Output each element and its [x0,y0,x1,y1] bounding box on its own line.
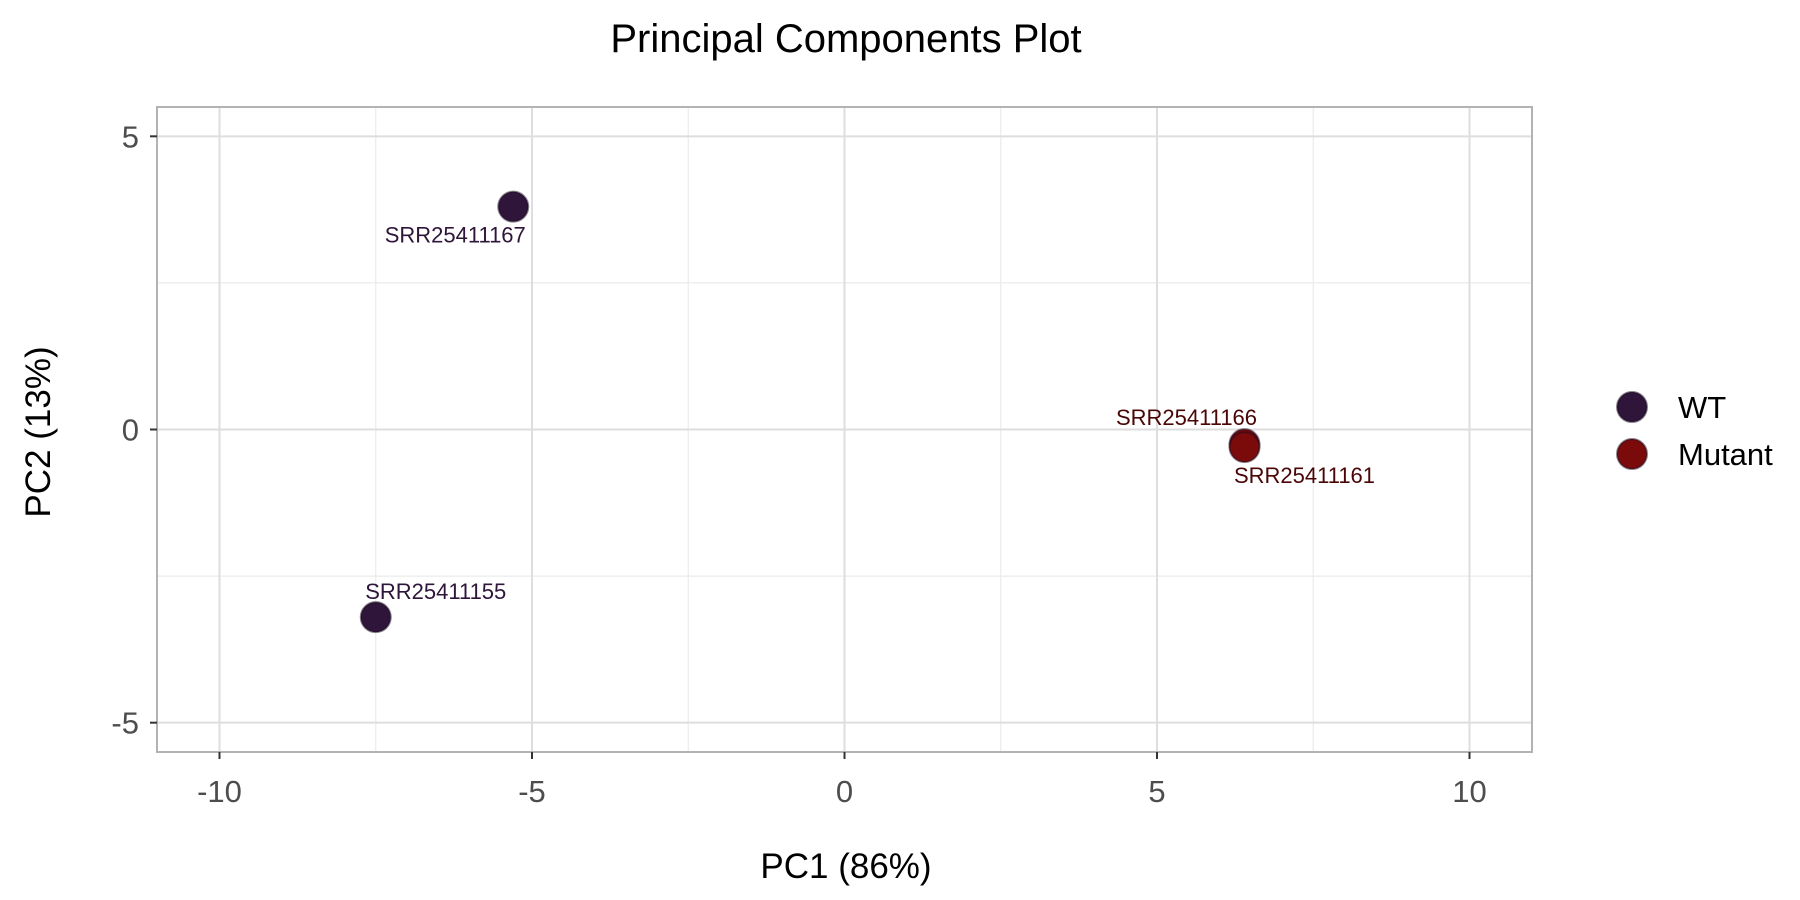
y-axis-title: PC2 (13%) [19,346,58,517]
legend-key [1616,391,1648,423]
x-tick-label: -10 [197,774,242,809]
legend-label: Mutant [1678,437,1773,472]
x-tick-label: 10 [1452,774,1486,809]
data-point [1228,431,1261,464]
x-tick-label: 0 [836,774,853,809]
data-point [497,190,530,223]
chart-title: Principal Components Plot [610,17,1081,61]
x-tick-label: -5 [518,774,546,809]
point-label: SRR25411167 [385,223,526,248]
y-tick-label: -5 [111,706,139,741]
point-label: SRR25411161 [1234,463,1375,488]
x-tick-label: 5 [1148,774,1165,809]
plot-area: -10 -5 0 5 10 -5 0 5 SRR25411167 SRR25411155 SRR25… [111,106,1533,809]
x-axis-title: PC1 (86%) [760,847,931,886]
data-point [359,601,392,634]
legend-key [1616,438,1648,470]
y-tick-label: 5 [122,119,139,154]
legend-label: WT [1678,390,1726,425]
legend: WT Mutant [1616,390,1773,472]
point-label: SRR25411155 [365,579,506,604]
y-tick-label: 0 [122,413,139,448]
point-label: SRR25411166 [1116,405,1257,430]
